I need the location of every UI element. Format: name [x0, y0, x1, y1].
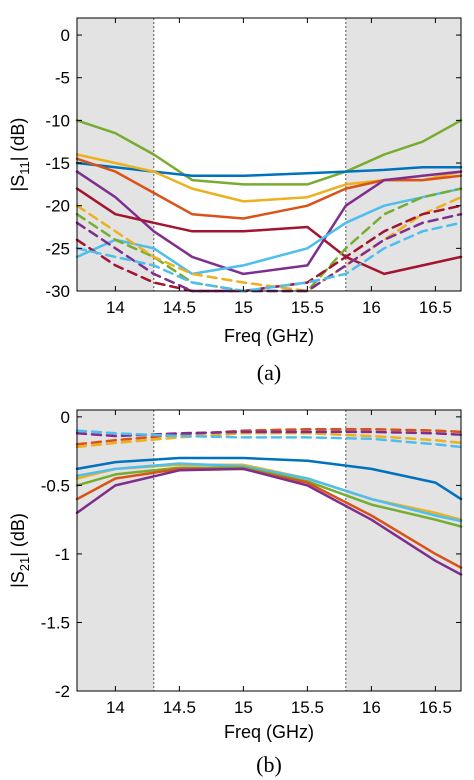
y-tick-label: -15 — [45, 154, 70, 173]
x-tick-label: 14 — [106, 698, 125, 717]
y-axis-label: |S11| (dB) — [8, 118, 32, 192]
series-line-9-solid — [75, 467, 463, 569]
panel-caption: (a) — [257, 360, 281, 385]
series-line-4-dashed — [75, 429, 463, 449]
series-line-3-dashed — [75, 430, 463, 438]
y-tick-label: -0.5 — [41, 476, 70, 495]
x-tick-label: 16 — [362, 698, 381, 717]
series-line-2-dashed — [75, 432, 463, 449]
x-tick-label: 15 — [234, 698, 253, 717]
x-tick-label: 16 — [362, 298, 381, 317]
y-axis-label-main: |S — [8, 571, 28, 588]
y-axis-label-tail: | (dB) — [8, 513, 28, 557]
shaded-band-left — [77, 410, 154, 691]
series-line-1-dashed — [75, 427, 463, 446]
series-group — [75, 427, 463, 576]
series-line-5-solid — [75, 456, 463, 501]
x-tick-label: 15.5 — [291, 698, 324, 717]
shaded-band-right — [345, 18, 461, 291]
plot-frame — [76, 17, 462, 292]
series-line-5-solid — [75, 170, 463, 276]
tick-group: 14 14.5 15 15.5 16 16.5 0 -0.5 -1 -1.5 -2 — [41, 408, 461, 717]
x-axis-label: Freq (GHz) — [224, 722, 314, 742]
panel-b: 14 14.5 15 15.5 16 16.5 0 -0.5 -1 -1.5 -2 Freq (GH… — [8, 408, 463, 777]
x-tick-label: 14 — [106, 298, 125, 317]
y-tick-label: -1 — [55, 545, 70, 564]
series-line-7-solid — [75, 462, 463, 523]
shaded-band-right — [345, 410, 461, 691]
series-line-1-solid — [75, 119, 463, 186]
plot-frame — [76, 409, 462, 692]
panel-caption: (b) — [256, 752, 282, 777]
y-axis-label-tail: | (dB) — [8, 118, 28, 162]
series-line-8-solid — [75, 466, 463, 528]
y-tick-label: -5 — [55, 69, 70, 88]
x-axis-label: Freq (GHz) — [224, 326, 314, 346]
series-line-2-solid — [75, 161, 463, 178]
tick-group: 14 14.5 15 15.5 16 16.5 0 -5 -10 -15 -20 -25 -30 — [45, 18, 461, 317]
panel-a: 14 14.5 15 15.5 16 16.5 0 -5 -10 -15 -20 -25 -30 Fre… — [8, 17, 463, 385]
y-tick-label: -30 — [45, 282, 70, 301]
x-tick-label: 14.5 — [163, 698, 196, 717]
y-tick-label: -2 — [55, 682, 70, 701]
y-tick-label: -20 — [45, 197, 70, 216]
series-line-10-solid — [75, 467, 463, 576]
y-axis-label-sub: 11 — [17, 161, 32, 175]
y-tick-label: -10 — [45, 111, 70, 130]
series-line-12-dashed — [75, 221, 463, 293]
x-tick-label: 16.5 — [419, 298, 452, 317]
series-line-4-solid — [75, 157, 463, 220]
y-axis-label-sub: 21 — [17, 557, 32, 571]
x-tick-label: 14.5 — [163, 298, 196, 317]
x-tick-label: 15.5 — [291, 298, 324, 317]
y-axis-label: |S21| (dB) — [8, 513, 32, 588]
y-axis-label-main: |S — [8, 175, 28, 192]
x-tick-label: 15 — [234, 298, 253, 317]
y-tick-label: 0 — [61, 26, 70, 45]
series-line-6-solid — [75, 187, 463, 276]
y-tick-label: -25 — [45, 239, 70, 258]
series-group — [75, 119, 463, 293]
y-tick-label: -1.5 — [41, 613, 70, 632]
y-tick-label: 0 — [61, 408, 70, 427]
x-tick-label: 16.5 — [419, 698, 452, 717]
